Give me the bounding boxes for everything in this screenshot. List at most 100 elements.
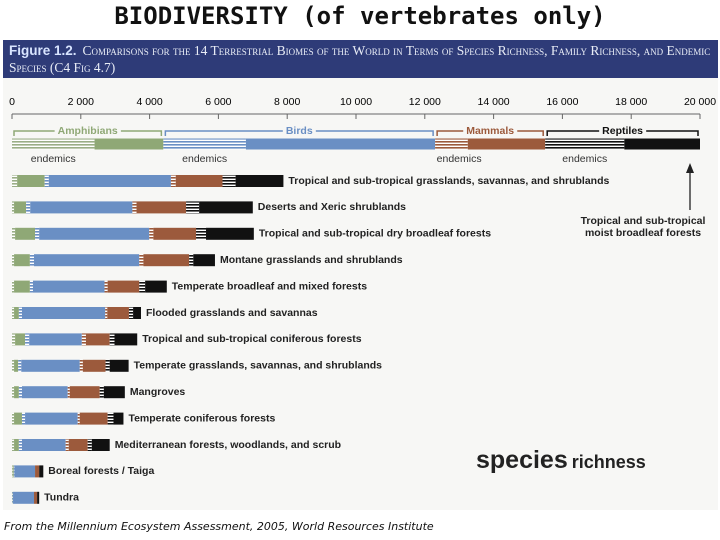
endemic-segment (12, 254, 15, 267)
endemic-segment (12, 280, 15, 293)
endemic-segment (87, 439, 92, 451)
endemic-segment (12, 201, 15, 214)
category-label: Temperate coniferous forests (128, 412, 275, 424)
bar-segment (14, 201, 27, 214)
bar-segment (14, 307, 19, 319)
endemic-segment (128, 307, 134, 319)
endemic-segment (21, 412, 26, 425)
endemic-segment (170, 175, 176, 187)
endemic-segment (109, 333, 115, 346)
bar-segment (94, 138, 164, 150)
endemic-segment (29, 280, 33, 293)
bar-segment (113, 412, 124, 425)
category-label: Deserts and Xeric shrublands (258, 201, 406, 213)
bar-segment (206, 227, 254, 240)
figure-label: Figure 1.2. (9, 43, 77, 58)
arrow-head (686, 163, 694, 173)
endemic-segment (99, 386, 104, 399)
endemic-segment (545, 138, 625, 150)
bar-segment (15, 333, 26, 346)
legend-label: Birds (286, 125, 313, 137)
bar-segment (13, 491, 35, 504)
source-note: From the Millennium Ecosystem Assessment… (4, 520, 434, 533)
endemic-segment (25, 333, 30, 346)
bar-segment (133, 307, 141, 319)
x-tick-label: 10 000 (340, 96, 372, 108)
endemic-segment (12, 439, 15, 451)
bar-segment (193, 254, 215, 267)
endemic-segment (105, 307, 108, 319)
endemic-segment (105, 359, 110, 372)
endemic-segment (107, 412, 114, 425)
x-tick-label: 12 000 (409, 96, 441, 108)
bar-segment (69, 386, 100, 399)
category-label: Boreal forests / Taiga (48, 465, 154, 477)
endemic-segment (18, 359, 22, 372)
legend-label-bg (463, 124, 518, 137)
bar-segment (14, 254, 30, 267)
bar-segment (21, 307, 106, 319)
slide-title: BIODIVERSITY (of vertebrates only) (114, 2, 606, 30)
endemic-segment (12, 386, 15, 399)
bar-segment (14, 359, 19, 372)
panel-label-sub: richness (571, 452, 646, 472)
endemic-segment (18, 386, 22, 399)
category-label: Temperate grasslands, savannas, and shru… (134, 360, 383, 372)
endemic-segment (26, 201, 31, 214)
legend-label-bg (282, 124, 316, 137)
endemic-segment (65, 439, 69, 451)
bar-segment (467, 138, 546, 150)
bar-segment (136, 201, 187, 214)
endemic-segment (12, 307, 15, 319)
category-label: Temperate broadleaf and mixed forests (172, 280, 367, 292)
bar-segment (235, 175, 284, 187)
bar-segment (34, 491, 38, 504)
bar-segment (39, 227, 150, 240)
endemic-segment (12, 491, 14, 504)
category-label: Flooded grasslands and savannas (146, 307, 318, 319)
bar-segment (109, 359, 129, 372)
bar-segment (21, 439, 66, 451)
endemic-segment (44, 175, 49, 187)
bar-segment (14, 386, 19, 399)
legend-endemics: endemics (31, 153, 76, 165)
bar-segment (32, 280, 105, 293)
category-label: Tundra (44, 492, 79, 504)
bar-segment (14, 439, 19, 451)
endemic-segment (196, 227, 207, 240)
endemic-segment (12, 175, 18, 187)
x-tick-label: 14 000 (478, 96, 510, 108)
bar-segment (17, 175, 45, 187)
endemic-segment (79, 359, 83, 372)
annotation: Tropical and sub-tropical moist broadlea… (580, 215, 706, 239)
bar-segment (91, 439, 110, 451)
bar-segment (34, 254, 140, 267)
endemic-segment (81, 333, 86, 346)
x-tick-label: 8 000 (274, 96, 300, 108)
category-label: Mangroves (130, 386, 186, 398)
x-tick-label: 16 000 (546, 96, 578, 108)
endemic-segment (222, 175, 236, 187)
panel-label: species richness (476, 446, 646, 475)
endemic-segment (18, 439, 22, 451)
endemic-segment (435, 138, 468, 150)
bar-segment (14, 280, 30, 293)
bar-segment (143, 254, 190, 267)
endemic-segment (104, 280, 108, 293)
bar-segment (12, 465, 14, 478)
endemic-segment (189, 254, 194, 267)
endemic-segment (12, 333, 16, 346)
legend-label: Amphibians (58, 125, 118, 137)
bar-segment (79, 412, 108, 425)
x-tick-label: 2 000 (68, 96, 94, 108)
legend-label-bg (54, 124, 121, 137)
endemic-segment (132, 201, 137, 214)
endemic-segment (163, 138, 246, 150)
x-tick-label: 6 000 (205, 96, 231, 108)
bar-segment (39, 465, 44, 478)
legend-label-bg (599, 124, 647, 137)
bar-segment (48, 175, 171, 187)
bar-segment (624, 138, 700, 150)
bar-segment (68, 439, 88, 451)
legend-label: Reptiles (602, 125, 643, 137)
